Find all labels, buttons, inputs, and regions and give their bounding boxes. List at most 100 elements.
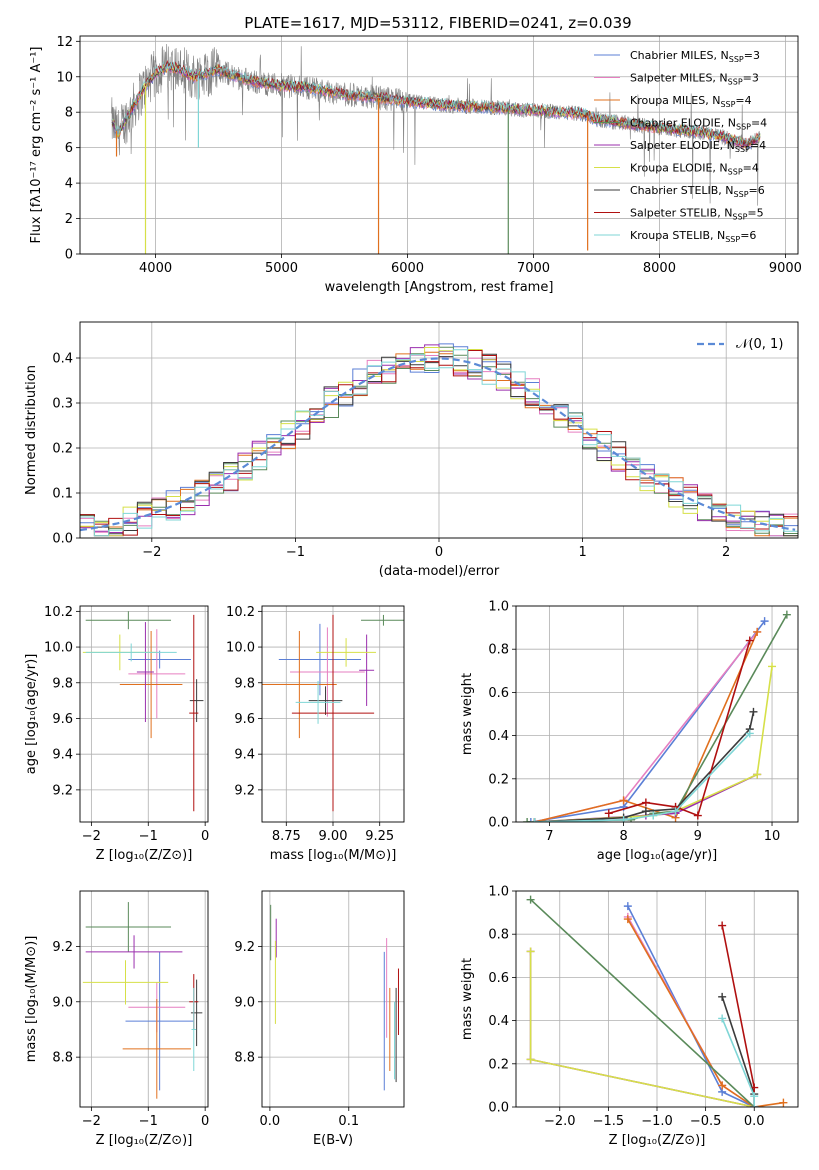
legend-suffix: =5 (747, 207, 763, 220)
y-tick-label: 9.6 (234, 712, 255, 727)
y-tick-label: 0.0 (52, 532, 73, 547)
x-axis-label: E(B-V) (313, 1133, 353, 1148)
legend: Chabrier MILES, NSSP=3 Salpeter MILES, NS… (594, 49, 767, 244)
figure-title: PLATE=1617, MJD=53112, FIBERID=0241, z=0… (244, 14, 631, 32)
y-axis-label: Flux [fλ10⁻¹⁷ erg cm⁻² s⁻¹ A⁻¹] (29, 47, 44, 244)
axes-frame (79, 35, 799, 255)
legend-entry: Kroupa MILES, NSSP=4 (630, 94, 752, 109)
legend: 𝒩(0, 1) (697, 337, 783, 352)
series-line (627, 916, 755, 1107)
x-tick-label: 0 (201, 829, 209, 844)
error-bar-point (82, 960, 169, 1005)
x-tick-label: −2 (82, 1114, 101, 1129)
legend-label: Salpeter STELIB, N (630, 207, 732, 220)
ticks: 0.0 0.1 8.8 9.0 9.2 (234, 940, 359, 1129)
axes-age_vs_mass: 8.75 9.00 9.25 9.2 9.4 9.6 9.8 10.0 10.2 mass [lo… (226, 605, 405, 863)
series-marker (526, 818, 535, 822)
x-tick-label: −1 (286, 545, 305, 560)
axes-frame (261, 605, 405, 823)
legend-entry: Kroupa ELODIE, NSSP=4 (630, 162, 759, 177)
legend-label: Chabrier STELIB, N (630, 184, 734, 197)
legend-sub: SSP (728, 78, 743, 87)
legend-label: Kroupa ELODIE, N (630, 162, 728, 175)
y-tick-label: 0.4 (52, 352, 73, 367)
legend-entry: Chabrier MILES, NSSP=3 (630, 49, 760, 64)
legend-entry: Salpeter MILES, NSSP=3 (630, 72, 759, 87)
series-marker (749, 707, 758, 716)
grid (516, 605, 798, 823)
series-marker (718, 1014, 727, 1023)
legend-suffix: =4 (743, 162, 759, 175)
axes-residuals: −2 −1 0 1 2 0.0 0.1 0.2 0.3 0.4 (data-model)/error… (24, 321, 799, 579)
x-tick-label: 9.00 (319, 829, 348, 844)
x-tick-label: 0.0 (744, 1114, 765, 1129)
x-tick-label: 8.75 (272, 829, 301, 844)
x-tick-label: −1.5 (593, 1114, 625, 1129)
x-tick-label: 7000 (517, 261, 550, 276)
error-bar-point (189, 679, 204, 723)
series-marker (530, 818, 539, 822)
series-marker (753, 627, 762, 636)
y-tick-label: 9.8 (52, 676, 73, 691)
series-marker (760, 617, 769, 626)
error-bar-point (85, 902, 172, 952)
x-tick-label: 10 (764, 829, 781, 844)
plot-area (270, 904, 399, 1091)
series-marker (641, 798, 650, 807)
legend-suffix: =6 (740, 229, 756, 242)
legend-sub: SSP (736, 123, 751, 132)
series-marker (526, 895, 535, 904)
error-bar-point (359, 634, 375, 706)
series-marker (619, 796, 628, 805)
legend-label: Salpeter ELODIE, N (630, 139, 735, 152)
y-tick-label: 9.0 (234, 995, 255, 1010)
error-bar-point (262, 630, 337, 739)
legend-label: Kroupa STELIB, N (630, 229, 725, 242)
legend-suffix: =6 (749, 184, 765, 197)
series-marker (526, 1055, 535, 1064)
y-axis-label: mass [log₁₀(M/M⊙)] (24, 936, 39, 1063)
series-marker (718, 1081, 727, 1090)
y-tick-label: 0.4 (488, 1014, 509, 1029)
legend-sub: SSP (735, 145, 750, 154)
x-tick-label: 0 (435, 545, 443, 560)
x-tick-label: −2 (82, 829, 101, 844)
legend-entry: Kroupa STELIB, NSSP=6 (630, 229, 756, 244)
x-axis-label: Z [log₁₀(Z/Z⊙)] (96, 848, 193, 863)
series-line (530, 899, 755, 1107)
error-bar-point (122, 999, 191, 1099)
error-bar-point (189, 614, 199, 812)
legend-sub: SSP (729, 55, 744, 64)
x-tick-label: 9 (694, 829, 702, 844)
series-marker (718, 921, 727, 930)
series-marker (671, 807, 680, 816)
residual-histogram (80, 343, 798, 538)
y-tick-label: 0 (65, 248, 73, 263)
series-marker (523, 818, 532, 822)
y-tick-label: 0.8 (488, 928, 509, 943)
axes-frame (515, 605, 799, 823)
y-tick-label: 8.8 (52, 1051, 73, 1066)
plot-area (262, 614, 404, 812)
ticks: 8.75 9.00 9.25 9.2 9.4 9.6 9.8 10.0 10.2 (226, 605, 394, 844)
x-tick-label: −2 (142, 545, 161, 560)
x-tick-label: −1 (139, 829, 158, 844)
axes-mass_vs_EBV: 0.0 0.1 8.8 9.0 9.2 E(B-V) (234, 890, 405, 1148)
error-bar-point (190, 979, 203, 1047)
y-tick-label: 0.2 (52, 442, 73, 457)
legend-suffix: =4 (750, 139, 766, 152)
error-bar-point (128, 629, 186, 719)
plot-area (523, 610, 791, 822)
legend-sub: SSP (734, 190, 749, 199)
error-bar-point (119, 630, 183, 739)
y-tick-label: 9.8 (234, 676, 255, 691)
y-tick-label: 9.2 (234, 940, 255, 955)
x-tick-label: 4000 (139, 261, 172, 276)
grid (262, 891, 404, 1107)
y-axis-label: mass weight (460, 958, 475, 1040)
series-marker (623, 902, 632, 911)
y-tick-label: 10.2 (226, 605, 255, 620)
ticks: 7 8 9 10 0.0 0.2 0.4 0.6 0.8 1.0 (488, 600, 780, 845)
grid (516, 890, 798, 1108)
legend-label: Kroupa MILES, N (630, 94, 720, 107)
